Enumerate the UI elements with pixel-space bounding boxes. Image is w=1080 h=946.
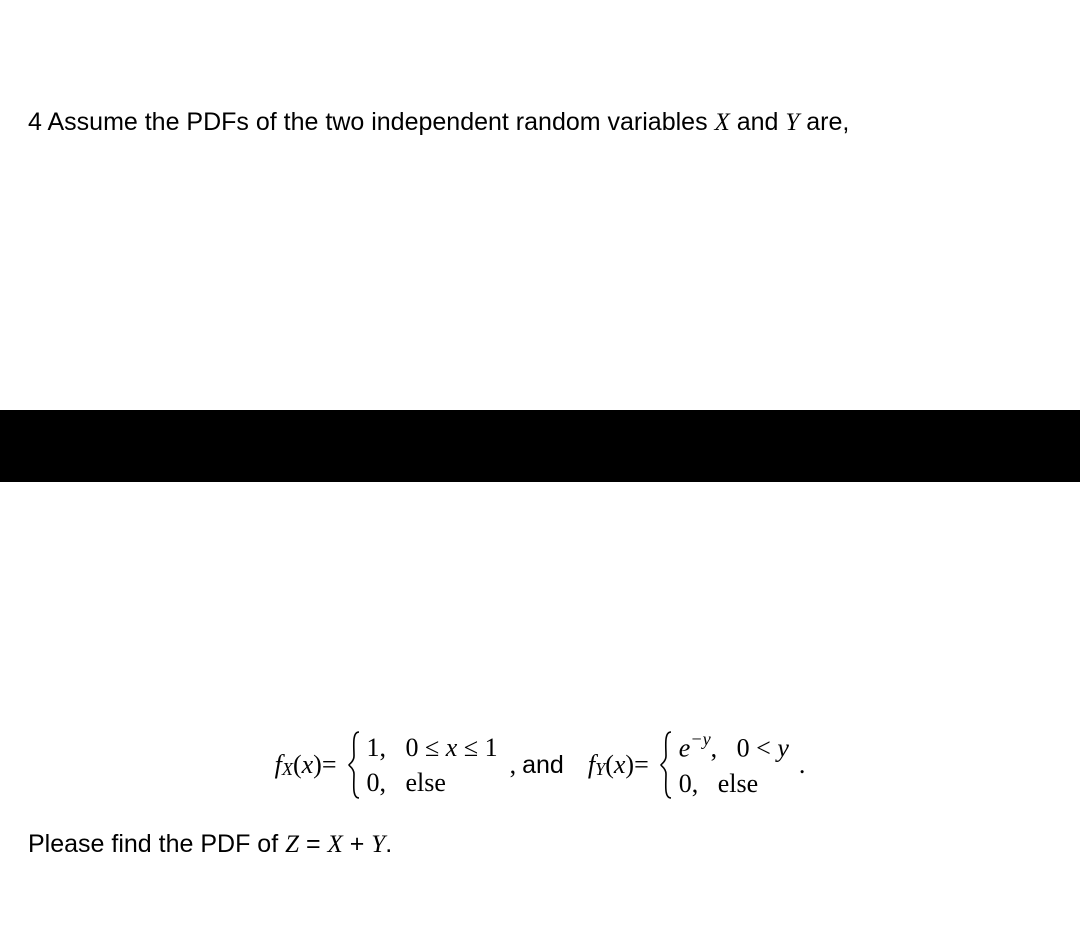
find-y: Y: [371, 831, 385, 858]
left-brace-icon: [347, 730, 361, 800]
fy-case2-val: 0,: [679, 769, 699, 798]
fy-f: f: [588, 750, 595, 780]
problem-intro-mid: and: [730, 108, 786, 136]
fy-open: (: [605, 750, 614, 780]
fy-case2-cond: else: [718, 769, 758, 798]
fy-case1-cond: 0 < y: [737, 734, 789, 763]
find-statement: Please find the PDF of Z = X + Y.: [28, 830, 392, 859]
fy-close: ): [625, 750, 634, 780]
fx-case2-cond: else: [406, 768, 446, 797]
problem-intro-1: Assume the PDFs of the two independent r…: [47, 108, 714, 136]
fy-sub: Y: [595, 759, 605, 780]
problem-statement: 4 Assume the PDFs of the two independent…: [28, 108, 849, 137]
problem-intro-after: are,: [799, 108, 849, 136]
problem-number: 4: [28, 108, 42, 136]
fx-case2-val: 0,: [367, 768, 387, 797]
equation-row: fX(x) = 1, 0 ≤ x ≤ 1 0, else , and fY(x)…: [0, 720, 1080, 810]
redaction-bar: [0, 410, 1080, 482]
fx-case1-cond: 0 ≤ x ≤ 1: [406, 733, 498, 762]
fy-case1: e−y, 0 < y: [679, 729, 789, 766]
find-prefix: Please find the PDF of: [28, 830, 285, 858]
connector: , and: [510, 750, 572, 780]
fx-case2: 0, else: [367, 765, 498, 800]
fx-f: f: [275, 750, 282, 780]
fx-arg: x: [302, 750, 314, 780]
left-brace-icon: [659, 730, 673, 800]
fx-cases: 1, 0 ≤ x ≤ 1 0, else: [367, 730, 498, 800]
fx-definition: fX(x) = 1, 0 ≤ x ≤ 1 0, else: [275, 730, 498, 800]
fy-definition: fY(x) = e−y, 0 < y 0, else: [588, 729, 789, 801]
find-plus: +: [343, 830, 372, 858]
fx-open: (: [293, 750, 302, 780]
connector-comma: ,: [510, 750, 517, 780]
fy-case1-comma: ,: [711, 734, 718, 763]
find-z: Z: [285, 831, 299, 858]
fy-case1-exp: −y: [690, 729, 710, 749]
find-suffix: .: [385, 830, 392, 858]
find-x: X: [328, 831, 343, 858]
fx-case1-val: 1,: [367, 733, 387, 762]
fy-equals: =: [634, 750, 649, 780]
fx-case1: 1, 0 ≤ x ≤ 1: [367, 730, 498, 765]
find-eq: =: [299, 830, 328, 858]
fy-cases: e−y, 0 < y 0, else: [679, 729, 789, 801]
fy-case1-e: e: [679, 734, 691, 763]
var-x: X: [715, 109, 730, 136]
fx-sub: X: [282, 759, 293, 780]
fx-close: ): [313, 750, 322, 780]
fy-arg: x: [614, 750, 626, 780]
fx-equals: =: [322, 750, 337, 780]
fy-case2: 0, else: [679, 766, 789, 801]
equation-period: .: [799, 750, 806, 780]
var-y: Y: [785, 109, 799, 136]
connector-and: and: [522, 751, 564, 780]
